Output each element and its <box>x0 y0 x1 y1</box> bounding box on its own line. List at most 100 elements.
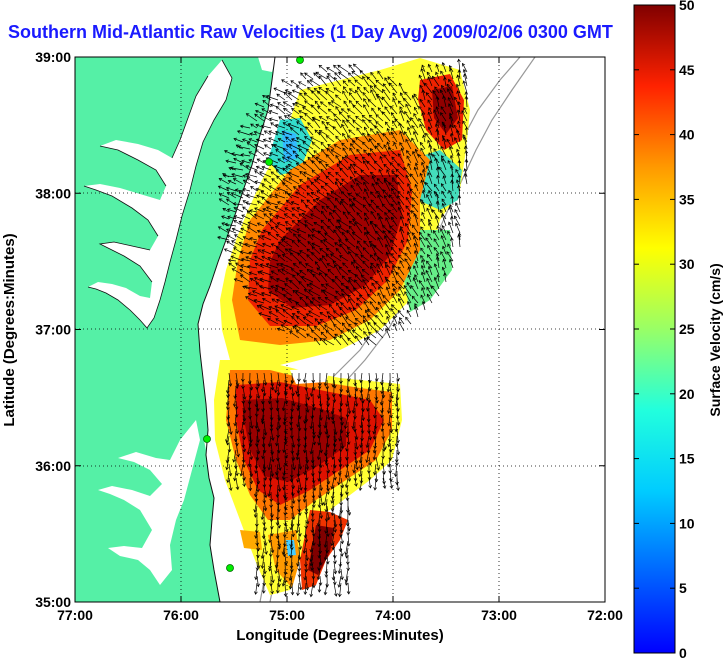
velocity-arrow <box>414 107 419 115</box>
velocity-arrowhead <box>303 427 308 432</box>
velocity-arrowhead <box>280 324 285 328</box>
velocity-arrow <box>267 257 279 262</box>
velocity-arrowhead <box>302 161 307 165</box>
velocity-arrow <box>277 568 281 582</box>
velocity-arrowhead <box>382 448 386 452</box>
velocity-arrowhead <box>417 154 422 158</box>
velocity-arrow <box>317 568 321 580</box>
velocity-arrow <box>397 293 405 304</box>
velocity-arrow <box>284 207 293 213</box>
velocity-arrow <box>391 127 398 136</box>
velocity-arrow <box>320 101 328 108</box>
velocity-arrow <box>226 456 230 470</box>
velocity-arrow <box>398 298 405 311</box>
velocity-arrowhead <box>330 100 335 104</box>
velocity-arrow <box>415 162 419 171</box>
velocity-arrow <box>424 82 433 94</box>
velocity-arrow <box>276 106 286 115</box>
velocity-arrow <box>326 477 329 491</box>
velocity-arrow <box>345 414 349 429</box>
velocity-arrow <box>341 275 349 283</box>
velocity-arrowhead <box>239 430 244 435</box>
velocity-arrowhead <box>299 487 303 491</box>
velocity-arrowhead <box>463 107 467 111</box>
velocity-arrowhead <box>340 540 345 545</box>
velocity-arrowhead <box>348 323 352 327</box>
velocity-arrowhead <box>374 479 379 483</box>
velocity-arrowhead <box>248 487 253 492</box>
velocity-arrow <box>325 568 328 578</box>
x-tick-label: 76:00 <box>163 607 199 623</box>
velocity-arrow <box>304 582 307 595</box>
velocity-arrow <box>429 144 433 157</box>
velocity-arrow <box>255 263 265 269</box>
velocity-arrowhead <box>260 516 265 521</box>
velocity-arrowhead <box>274 123 279 128</box>
velocity-arrow <box>218 185 230 192</box>
velocity-arrow <box>361 393 364 403</box>
velocity-arrowhead <box>348 166 352 170</box>
velocity-arrow <box>427 233 433 241</box>
velocity-arrowhead <box>362 260 366 265</box>
velocity-arrowhead <box>268 185 273 189</box>
velocity-arrow <box>360 169 370 178</box>
velocity-arrow <box>389 407 392 418</box>
velocity-arrow <box>340 568 343 580</box>
velocity-arrow <box>285 227 293 234</box>
velocity-arrow <box>271 251 279 255</box>
velocity-arrowhead <box>320 225 324 230</box>
velocity-arrow <box>319 491 323 506</box>
velocity-arrowhead <box>291 500 296 505</box>
velocity-arrow <box>225 160 237 164</box>
velocity-arrow <box>361 407 364 421</box>
velocity-arrowhead <box>267 466 272 471</box>
velocity-arrowhead <box>338 111 343 115</box>
velocity-arrowhead <box>248 151 252 155</box>
velocity-arrow <box>347 193 356 199</box>
velocity-arrow <box>239 242 251 248</box>
velocity-arrowhead <box>259 114 264 118</box>
velocity-arrowhead <box>254 170 258 174</box>
velocity-arrow <box>291 372 293 384</box>
velocity-arrowhead <box>449 132 454 137</box>
velocity-arrowhead <box>267 443 272 448</box>
velocity-arrow <box>298 547 301 560</box>
velocity-arrow <box>387 379 391 392</box>
velocity-arrow <box>458 160 461 171</box>
velocity-arrowhead <box>448 65 453 69</box>
velocity-arrowhead <box>254 425 259 430</box>
velocity-arrow <box>326 311 335 318</box>
velocity-arrow <box>290 80 300 87</box>
velocity-arrow <box>245 165 258 171</box>
velocity-arrow <box>304 421 307 431</box>
velocity-arrow <box>421 287 426 297</box>
velocity-arrow <box>275 309 286 318</box>
velocity-arrowhead <box>421 211 425 216</box>
velocity-arrowhead <box>333 229 337 233</box>
velocity-arrowhead <box>269 103 274 108</box>
velocity-arrow <box>340 330 349 339</box>
velocity-arrow <box>400 216 405 227</box>
velocity-arrow <box>277 254 286 262</box>
velocity-arrowhead <box>233 278 238 282</box>
velocity-arrow <box>398 254 405 262</box>
velocity-arrow <box>321 121 328 129</box>
velocity-arrow <box>363 160 370 171</box>
velocity-arrowhead <box>261 165 266 170</box>
velocity-arrowhead <box>277 524 281 529</box>
velocity-arrowhead <box>248 159 253 163</box>
velocity-arrowhead <box>260 555 265 560</box>
velocity-arrow <box>227 216 237 220</box>
velocity-arrow <box>334 72 342 80</box>
velocity-arrow <box>404 91 412 101</box>
velocity-arrowhead <box>428 107 432 111</box>
velocity-arrowhead <box>418 74 423 79</box>
velocity-arrowhead <box>369 254 374 258</box>
velocity-arrow <box>277 400 279 411</box>
velocity-arrow <box>388 400 391 414</box>
velocity-arrow <box>335 197 342 206</box>
velocity-arrowhead <box>299 296 303 301</box>
velocity-arrow <box>463 80 468 94</box>
velocity-arrow <box>440 106 447 115</box>
velocity-arrow <box>456 129 461 143</box>
